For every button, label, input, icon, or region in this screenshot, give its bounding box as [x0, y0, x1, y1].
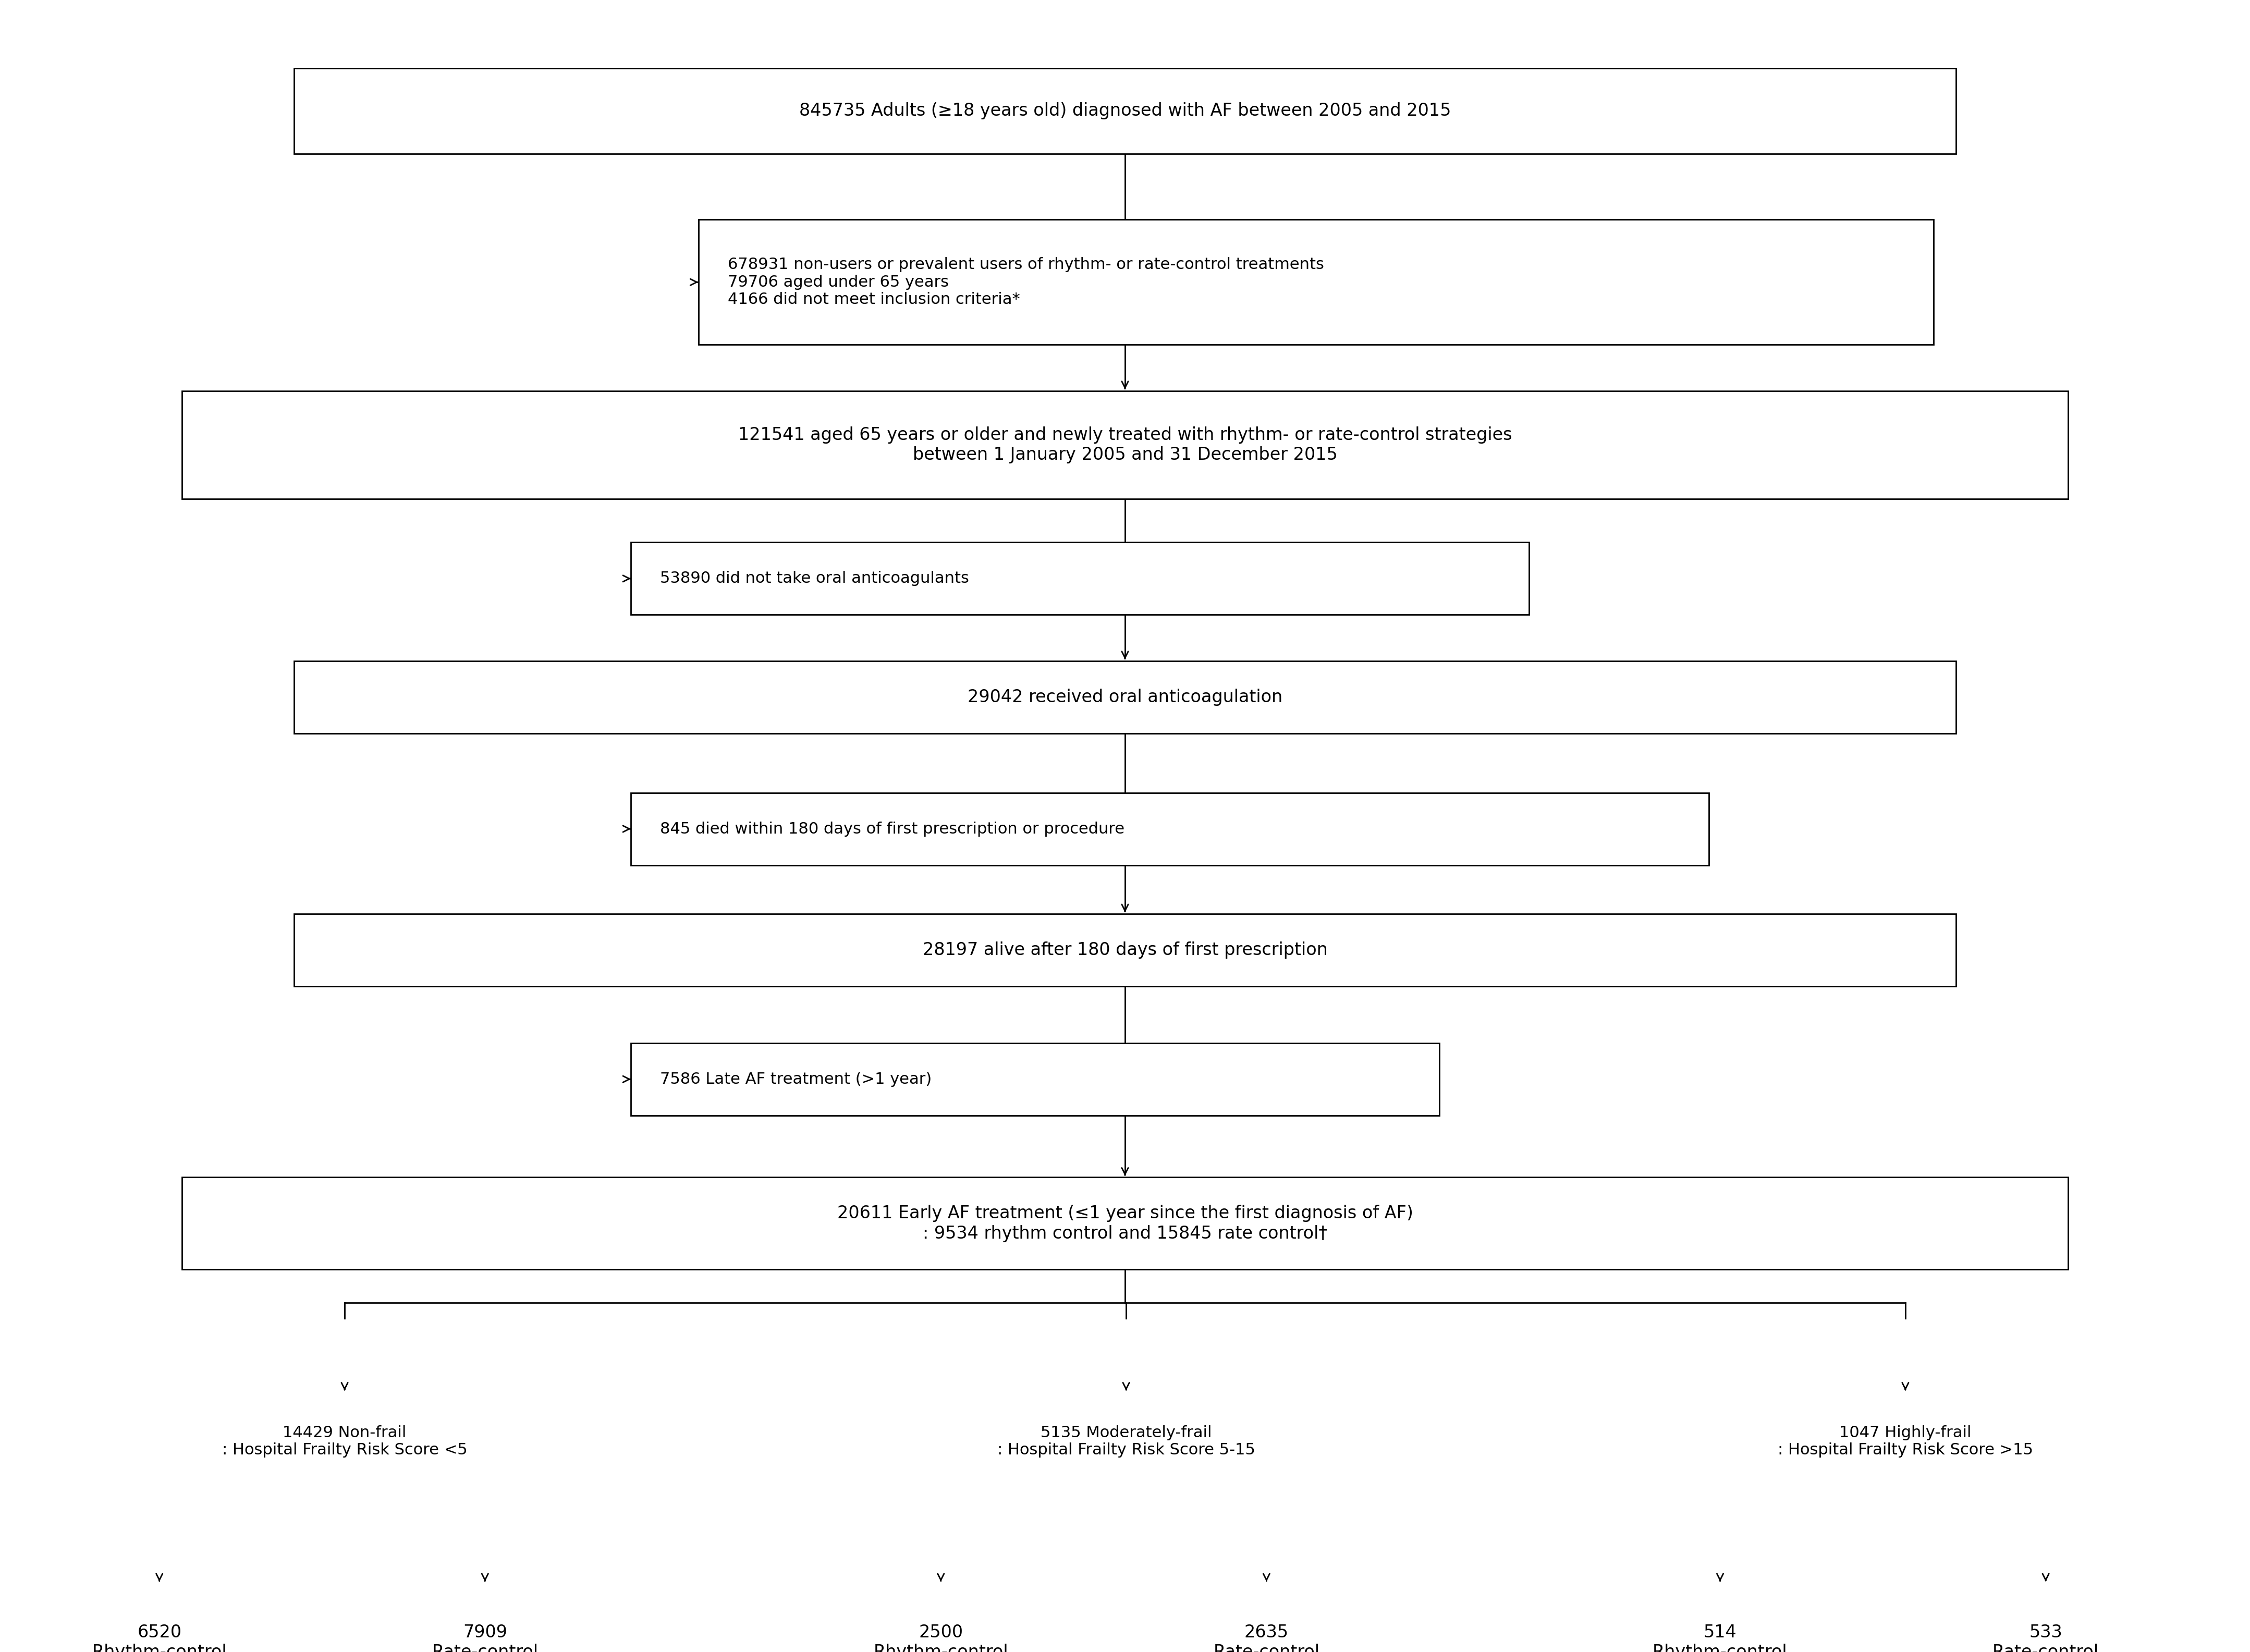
Text: 5135 Moderately-frail
: Hospital Frailty Risk Score 5-15: 5135 Moderately-frail : Hospital Frailty… — [997, 1426, 1256, 1457]
Bar — [1586, 1583, 1854, 1652]
Text: 7586 Late AF treatment (>1 year): 7586 Late AF treatment (>1 year) — [659, 1072, 932, 1087]
Text: 14429 Non-frail
: Hospital Frailty Risk Score <5: 14429 Non-frail : Hospital Frailty Risk … — [223, 1426, 468, 1457]
Text: 2500
Rhythm-control: 2500 Rhythm-control — [873, 1624, 1008, 1652]
Bar — [182, 1178, 2068, 1269]
Bar — [182, 392, 2068, 499]
Bar — [806, 1393, 1447, 1490]
Bar — [295, 914, 1955, 986]
Bar — [1586, 1393, 2225, 1490]
Bar — [295, 661, 1955, 733]
Bar — [630, 793, 1708, 866]
Bar — [25, 1393, 664, 1490]
Text: 53890 did not take oral anticoagulants: 53890 did not take oral anticoagulants — [659, 572, 970, 586]
Text: 29042 received oral anticoagulation: 29042 received oral anticoagulation — [968, 689, 1282, 705]
Text: 845735 Adults (≥18 years old) diagnosed with AF between 2005 and 2015: 845735 Adults (≥18 years old) diagnosed … — [799, 102, 1451, 119]
Bar — [351, 1583, 619, 1652]
Bar — [295, 68, 1955, 154]
Text: 6520
Rhythm-control: 6520 Rhythm-control — [92, 1624, 227, 1652]
Bar — [630, 1042, 1440, 1115]
Text: 1047 Highly-frail
: Hospital Frailty Risk Score >15: 1047 Highly-frail : Hospital Frailty Ris… — [1778, 1426, 2034, 1457]
Bar — [25, 1583, 295, 1652]
Text: 2635
Rate-control: 2635 Rate-control — [1213, 1624, 1321, 1652]
Bar — [630, 542, 1530, 615]
Text: 20611 Early AF treatment (≤1 year since the first diagnosis of AF)
: 9534 rhythm: 20611 Early AF treatment (≤1 year since … — [837, 1204, 1413, 1242]
Text: 845 died within 180 days of first prescription or procedure: 845 died within 180 days of first prescr… — [659, 821, 1125, 836]
Bar — [698, 220, 1933, 345]
Text: 7909
Rate-control: 7909 Rate-control — [432, 1624, 538, 1652]
Bar — [1910, 1583, 2180, 1652]
Text: 28197 alive after 180 days of first prescription: 28197 alive after 180 days of first pres… — [922, 942, 1328, 958]
Text: 678931 non-users or prevalent users of rhythm- or rate-control treatments
79706 : 678931 non-users or prevalent users of r… — [727, 258, 1323, 307]
Text: 121541 aged 65 years or older and newly treated with rhythm- or rate-control str: 121541 aged 65 years or older and newly … — [738, 426, 1512, 464]
Bar — [1132, 1583, 1402, 1652]
Text: 533
Rate-control: 533 Rate-control — [1994, 1624, 2099, 1652]
Bar — [806, 1583, 1076, 1652]
Text: 514
Rhythm-control: 514 Rhythm-control — [1654, 1624, 1786, 1652]
